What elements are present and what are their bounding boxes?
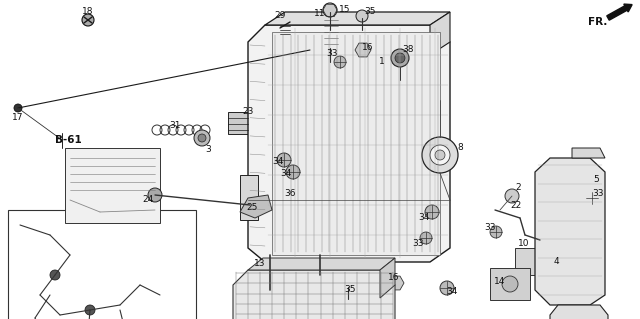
Circle shape [286, 165, 300, 179]
Text: 24: 24 [142, 196, 154, 204]
Text: 18: 18 [83, 8, 93, 17]
Text: 25: 25 [246, 204, 258, 212]
Polygon shape [572, 148, 605, 158]
Text: 17: 17 [12, 114, 24, 122]
Circle shape [334, 56, 346, 68]
FancyArrow shape [607, 4, 632, 20]
Text: 5: 5 [593, 175, 599, 184]
Text: 29: 29 [275, 11, 285, 20]
Text: 15: 15 [339, 5, 351, 14]
Circle shape [50, 270, 60, 280]
Circle shape [502, 276, 518, 292]
Circle shape [198, 134, 206, 142]
Text: 4: 4 [553, 257, 559, 266]
Circle shape [430, 145, 450, 165]
Bar [65, 148, 160, 223]
Circle shape [82, 14, 94, 26]
Circle shape [435, 150, 445, 160]
Polygon shape [515, 248, 540, 275]
Text: B-61: B-61 [54, 135, 81, 145]
Text: 10: 10 [518, 240, 530, 249]
Text: 34: 34 [419, 213, 429, 222]
Text: 38: 38 [403, 46, 413, 55]
Polygon shape [248, 25, 450, 262]
Polygon shape [380, 258, 395, 298]
Text: 35: 35 [344, 286, 356, 294]
Polygon shape [490, 268, 530, 300]
Text: 22: 22 [510, 202, 522, 211]
Polygon shape [265, 12, 450, 25]
Polygon shape [550, 305, 608, 319]
Bar [8, 210, 196, 319]
Circle shape [277, 153, 291, 167]
Circle shape [342, 279, 354, 291]
Text: 35: 35 [364, 8, 376, 17]
Circle shape [395, 53, 405, 63]
Text: 16: 16 [388, 273, 400, 283]
Circle shape [425, 205, 439, 219]
Circle shape [148, 188, 162, 202]
Polygon shape [322, 14, 340, 48]
Circle shape [391, 49, 409, 67]
Text: 2: 2 [515, 183, 521, 192]
Text: 3: 3 [205, 145, 211, 154]
Text: 13: 13 [254, 259, 266, 269]
Text: 33: 33 [412, 240, 424, 249]
Circle shape [356, 10, 368, 22]
Circle shape [440, 281, 454, 295]
Polygon shape [278, 22, 292, 38]
Text: FR.: FR. [588, 17, 608, 27]
Circle shape [586, 192, 598, 204]
Polygon shape [240, 175, 258, 220]
Text: 34: 34 [446, 287, 458, 296]
Polygon shape [272, 32, 440, 255]
Text: 14: 14 [494, 278, 506, 286]
Text: 33: 33 [326, 49, 338, 58]
Circle shape [306, 46, 314, 54]
Bar [228, 112, 248, 134]
Text: 33: 33 [484, 224, 496, 233]
Polygon shape [248, 258, 395, 270]
Text: 31: 31 [169, 122, 180, 130]
Circle shape [194, 130, 210, 146]
Circle shape [323, 3, 337, 17]
Polygon shape [240, 195, 272, 218]
Polygon shape [535, 158, 605, 305]
Text: 34: 34 [280, 169, 292, 179]
Circle shape [490, 226, 502, 238]
Circle shape [420, 232, 432, 244]
Text: 16: 16 [362, 43, 374, 53]
Text: 33: 33 [592, 189, 604, 198]
Text: 11: 11 [314, 10, 326, 19]
Text: 8: 8 [457, 144, 463, 152]
Circle shape [85, 305, 95, 315]
Polygon shape [233, 270, 395, 319]
Text: 23: 23 [243, 108, 253, 116]
Circle shape [422, 137, 458, 173]
Polygon shape [430, 12, 450, 55]
Text: 1: 1 [379, 57, 385, 66]
Text: 36: 36 [284, 189, 296, 198]
Polygon shape [355, 43, 371, 57]
Circle shape [14, 104, 22, 112]
Text: 34: 34 [272, 158, 284, 167]
Circle shape [505, 189, 519, 203]
Polygon shape [388, 276, 404, 290]
